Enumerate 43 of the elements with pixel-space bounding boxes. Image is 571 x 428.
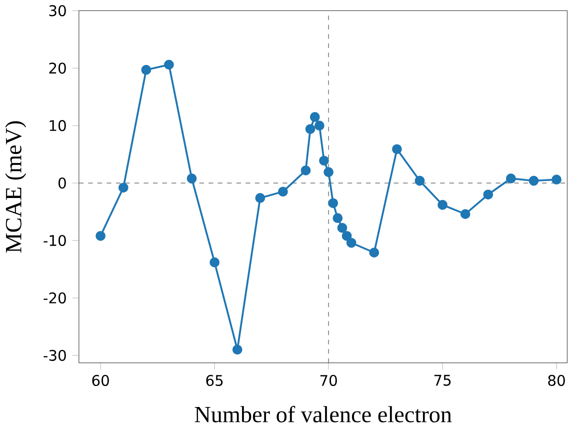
- point: [278, 186, 288, 197]
- y-tick-label: 10: [50, 120, 66, 132]
- point: [319, 156, 329, 166]
- point: [414, 176, 425, 186]
- point: [118, 182, 128, 193]
- point: [314, 120, 324, 131]
- point: [332, 213, 343, 224]
- y-axis-title: MCAE (meV): [5, 121, 26, 253]
- y-tick-label: -20: [44, 292, 66, 304]
- point: [392, 144, 402, 154]
- point: [346, 238, 356, 248]
- point: [305, 124, 316, 134]
- point: [96, 231, 106, 242]
- point: [310, 112, 320, 122]
- point: [324, 167, 334, 178]
- x-tick-label: 80: [548, 375, 565, 386]
- point: [164, 60, 174, 70]
- y-tick-label: -10: [44, 235, 66, 246]
- x-tick-label: 60: [92, 375, 109, 386]
- x-tick-label: 65: [206, 375, 223, 386]
- point: [300, 166, 311, 176]
- point: [342, 231, 352, 242]
- point: [483, 190, 494, 200]
- point: [528, 176, 539, 186]
- point: [460, 209, 470, 220]
- x-tick-label: 70: [320, 375, 337, 386]
- y-tick-label: 20: [49, 62, 66, 74]
- y-tick-label: 30: [49, 5, 66, 16]
- point: [337, 223, 348, 234]
- point: [328, 198, 338, 208]
- point: [186, 174, 197, 184]
- point: [369, 248, 380, 258]
- y-tick-label: 0: [58, 178, 66, 189]
- point: [232, 344, 242, 355]
- point: [552, 174, 562, 185]
- point: [141, 65, 152, 76]
- x-axis-title: Number of valence electron: [194, 406, 452, 423]
- x-tick-label: 75: [434, 375, 451, 386]
- point: [255, 193, 266, 204]
- point: [210, 258, 220, 268]
- y-tick-label: -30: [44, 350, 66, 362]
- point: [506, 174, 516, 184]
- point: [438, 200, 448, 210]
